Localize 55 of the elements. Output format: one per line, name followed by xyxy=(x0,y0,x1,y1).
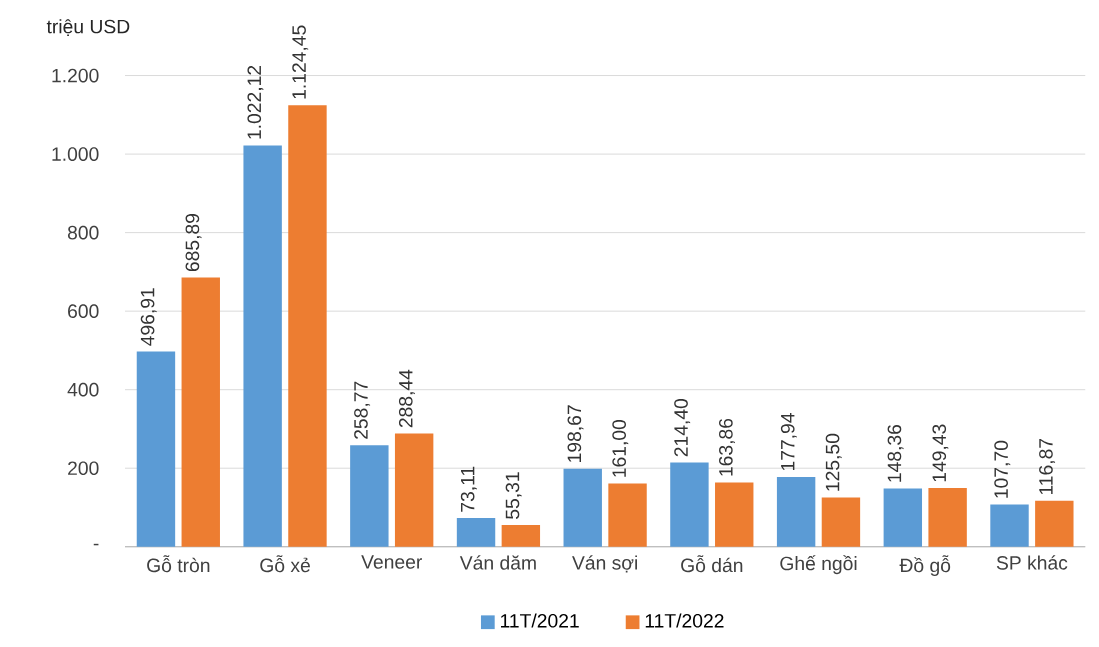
y-tick-label: 1.200 xyxy=(52,68,99,83)
bar xyxy=(181,277,220,547)
data-label: 148,36 xyxy=(887,424,904,482)
bar xyxy=(394,433,434,547)
bar xyxy=(990,504,1029,547)
data-label: 55,31 xyxy=(505,472,522,519)
y-axis-title: triệu USD xyxy=(46,19,130,37)
legend-label: 11T/2022 xyxy=(645,613,724,628)
data-label: 161,00 xyxy=(612,419,629,477)
bar xyxy=(715,482,754,547)
bar xyxy=(670,462,709,547)
y-tick-label: 200 xyxy=(68,461,99,476)
x-tick-label: Ván dăm xyxy=(459,555,536,570)
bar xyxy=(821,497,861,547)
bar xyxy=(243,145,282,547)
x-tick-label: Veneer xyxy=(361,555,423,569)
data-label: 163,86 xyxy=(719,418,735,476)
bar xyxy=(776,476,816,547)
x-tick-label: Gỗ xẻ xyxy=(260,555,310,573)
bar xyxy=(136,351,176,547)
data-label: 1.124,45 xyxy=(292,25,309,99)
bar xyxy=(288,105,327,547)
x-tick-label: Gỗ dán xyxy=(681,555,743,573)
y-tick-label: 400 xyxy=(67,382,99,397)
data-label: 116,87 xyxy=(1039,438,1056,495)
x-tick-label: Gỗ tròn xyxy=(147,555,210,573)
data-label: 496,91 xyxy=(140,288,157,346)
data-label: 1.022,12 xyxy=(247,65,264,139)
data-label: 149,43 xyxy=(932,424,949,482)
x-tick-label: SP khác xyxy=(996,555,1068,570)
x-tick-label: Đồ gỗ xyxy=(899,555,951,577)
bar xyxy=(350,445,389,547)
y-tick-label: 600 xyxy=(68,304,99,318)
bar xyxy=(501,525,541,547)
y-tick-label: 800 xyxy=(67,225,99,240)
x-tick-label: Ván sợi xyxy=(572,555,637,573)
bar xyxy=(563,468,602,547)
bar xyxy=(883,488,923,547)
data-label: 177,94 xyxy=(780,413,797,471)
y-tick-label: - xyxy=(93,543,99,546)
legend-label: 11T/2021 xyxy=(501,613,579,628)
data-label: 125,50 xyxy=(825,433,842,491)
data-label: 107,70 xyxy=(994,440,1011,498)
data-label: 685,89 xyxy=(185,213,202,272)
x-tick-label: Ghế ngồi xyxy=(780,555,857,575)
bar xyxy=(1035,500,1074,547)
data-label: 198,67 xyxy=(567,405,584,462)
bar xyxy=(928,488,967,547)
bar xyxy=(456,518,496,547)
data-label: 73,11 xyxy=(460,466,477,512)
y-tick-label: 1.000 xyxy=(52,147,99,161)
bar xyxy=(608,483,647,547)
data-label: 288,44 xyxy=(398,369,415,428)
data-label: 214,40 xyxy=(674,398,691,457)
data-label: 258,77 xyxy=(354,381,371,439)
